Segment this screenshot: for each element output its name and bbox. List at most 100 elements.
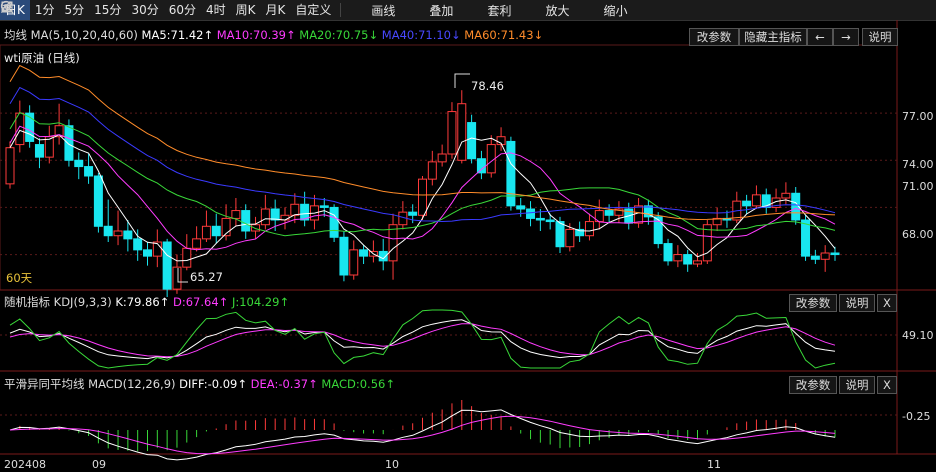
candle — [506, 136, 516, 211]
arbitrage-tool-button[interactable]: 套利 — [1, 0, 519, 20]
candle — [241, 204, 251, 239]
next-indicator-button[interactable]: → — [833, 28, 859, 46]
candle — [64, 119, 74, 167]
candle-body — [673, 254, 683, 262]
period-4[interactable]: 30分 — [131, 3, 159, 17]
candle — [476, 150, 486, 180]
candle-body — [584, 221, 594, 237]
macd-dea-value: DEA:-0.37↑ — [250, 377, 318, 391]
candle-body — [64, 125, 74, 161]
candle — [143, 242, 152, 266]
candle-body — [683, 254, 693, 265]
candle — [614, 201, 624, 224]
candle — [742, 194, 752, 214]
period-8[interactable]: 月K — [265, 3, 286, 17]
ma60-value: MA60:71.43↓ — [464, 28, 544, 42]
period-1[interactable]: 1分 — [34, 3, 55, 17]
macd-help-button[interactable]: 说明 — [839, 376, 875, 394]
kdj-legend: 随机指标 KDJ(9,3,3) K:79.86↑ D:67.64↑ J:104.… — [4, 294, 289, 310]
candle-body — [467, 122, 477, 160]
candle-body — [192, 238, 202, 249]
macd-diff-value: DIFF:-0.09↑ — [179, 377, 248, 391]
ma5-line — [9, 129, 836, 262]
main-help-button[interactable]: 说明 — [862, 28, 898, 46]
period-2[interactable]: 5分 — [64, 3, 85, 17]
ma-indicator-name: 均线 — [4, 28, 27, 42]
candle — [329, 204, 339, 242]
y-tick-68: 68.00 — [902, 228, 934, 241]
tool-label: 叠加 — [429, 3, 454, 18]
kdj-params-button[interactable]: 改参数 — [789, 294, 837, 312]
candle-body — [781, 192, 791, 199]
period-9[interactable]: 自定义 — [295, 3, 332, 17]
candle-body — [496, 136, 506, 146]
macd-close-button[interactable]: X — [877, 376, 897, 394]
candle-body — [25, 112, 35, 142]
candle-body — [712, 217, 722, 226]
candle — [751, 185, 761, 209]
kdj-d-line — [9, 323, 836, 358]
macd-params-button[interactable]: 改参数 — [789, 376, 837, 394]
candle — [535, 209, 545, 231]
candle — [771, 188, 781, 213]
candle — [182, 234, 192, 271]
ma10-line — [9, 125, 836, 251]
candle-body — [742, 200, 752, 207]
zoom-out-tool-button[interactable]: 缩小 — [0, 0, 635, 20]
candle-body — [378, 250, 388, 262]
prev-indicator-button[interactable]: ← — [807, 28, 833, 46]
candle-body — [329, 206, 339, 238]
kdj-title: 随机指标 — [4, 295, 50, 309]
ma60-line — [9, 64, 836, 221]
candle-body — [5, 147, 15, 185]
main-params-button[interactable]: 改参数 — [689, 28, 739, 46]
kdj-d-value: D:67.64↑ — [172, 295, 229, 309]
candle-body — [231, 210, 241, 219]
kdj-k-line — [9, 319, 836, 360]
candle — [643, 199, 653, 225]
ma10-value: MA10:70.39↑ — [216, 28, 296, 42]
moving-average-lines — [9, 64, 836, 262]
macd-bar-value: MACD:0.56↑ — [321, 377, 395, 391]
candle-body — [251, 224, 261, 232]
kdj-close-button[interactable]: X — [877, 294, 897, 312]
candle-body — [634, 205, 644, 224]
candle-body — [535, 217, 545, 221]
macd-legend: 平滑异同平均线 MACD(12,26,9) DIFF:-0.09↑ DEA:-0… — [4, 376, 395, 392]
candle-body — [74, 159, 84, 168]
candle-body — [693, 260, 702, 265]
low-label: 65.27 — [190, 270, 223, 284]
candle — [251, 216, 261, 239]
x-tick-202408: 202408 — [4, 458, 46, 471]
toolbar: 日K 1分 5分 15分 30分 60分 4时 周K 月K 自定义 画线 叠加 套利 放大 缩小 — [0, 0, 936, 21]
candle-body — [418, 178, 427, 216]
period-3[interactable]: 15分 — [94, 3, 122, 17]
candle — [260, 194, 270, 230]
kdj-k-value: K:79.86↑ — [115, 295, 170, 309]
period-5[interactable]: 60分 — [168, 3, 196, 17]
hide-main-indicator-button[interactable]: 隐藏主指标 — [739, 28, 807, 46]
candle — [359, 245, 369, 264]
candle — [5, 141, 15, 189]
period-6[interactable]: 4时 — [206, 3, 226, 17]
candle-body — [506, 140, 516, 207]
candle-body — [270, 208, 280, 221]
candle — [575, 221, 585, 242]
kdj-help-button[interactable]: 说明 — [839, 294, 875, 312]
candle-body — [54, 125, 64, 138]
high-marker-line — [454, 73, 470, 88]
candle — [319, 198, 329, 217]
macd-y-tick: -0.25 — [902, 410, 931, 423]
candle — [545, 213, 555, 230]
candle-body — [221, 217, 231, 237]
candle-body — [516, 205, 526, 210]
ma-params: MA(5,10,20,40,60) — [30, 28, 138, 42]
macd-diff-line — [9, 409, 836, 461]
candle — [388, 213, 398, 280]
period-7[interactable]: 周K — [235, 3, 256, 17]
ma40-value: MA40:71.10↓ — [381, 28, 461, 42]
candle-body — [810, 255, 820, 260]
candle — [162, 238, 172, 297]
candle — [467, 114, 477, 164]
